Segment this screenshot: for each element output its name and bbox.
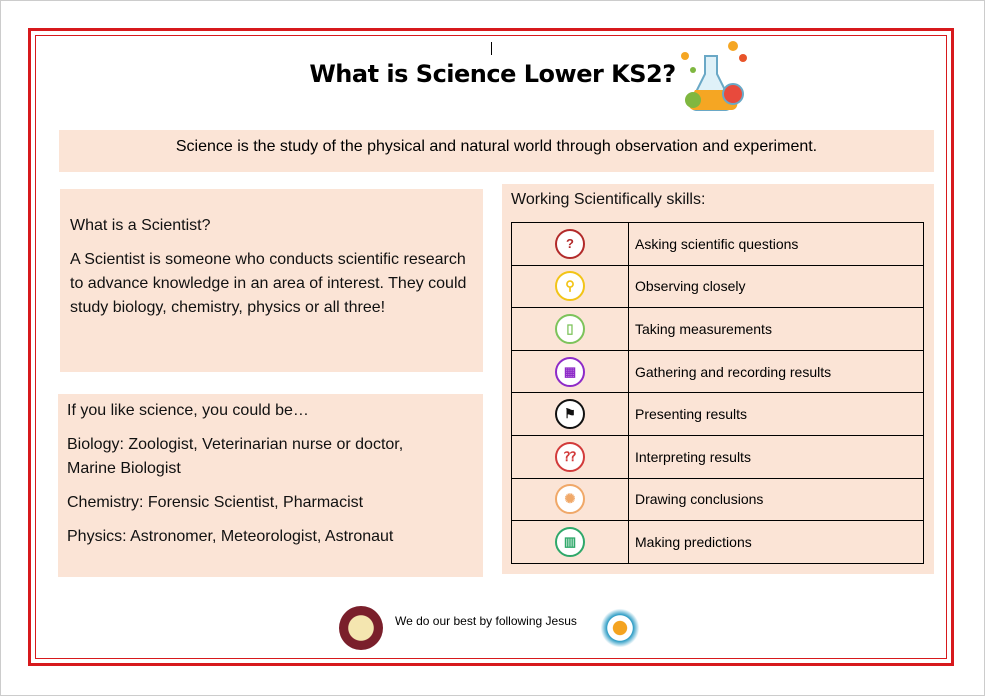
skill-icon-cell: ▦	[511, 349, 629, 394]
skill-row: ▥ Making predictions	[511, 520, 924, 564]
table-icon: ▦	[555, 356, 585, 387]
skill-icon-cell: ⚲	[511, 264, 629, 309]
skill-label: Interpreting results	[628, 434, 924, 479]
school-logo-left	[339, 606, 383, 650]
skill-label: Observing closely	[628, 264, 924, 309]
skill-row: ? Asking scientific questions	[511, 222, 924, 266]
skills-heading: Working Scientifically skills:	[511, 191, 706, 208]
question-speech-icon: ?	[555, 228, 585, 259]
skill-row: ▯ Taking measurements	[511, 307, 924, 351]
speech-bubbles-icon: ⁇	[555, 441, 585, 472]
skill-row: ✺ Drawing conclusions	[511, 477, 924, 522]
scientist-box: What is a Scientist? A Scientist is some…	[60, 189, 483, 372]
bar-chart-icon: ▥	[555, 526, 585, 557]
career-physics: Physics: Astronomer, Meteorologist, Astr…	[67, 528, 394, 545]
career-chemistry: Chemistry: Forensic Scientist, Pharmacis…	[67, 494, 364, 511]
ruler-icon: ▯	[555, 313, 585, 344]
definition-text: Science is the study of the physical and…	[175, 138, 818, 155]
careers-heading: If you like science, you could be…	[67, 402, 309, 419]
page-border	[28, 28, 954, 666]
flask-illustration-icon	[681, 41, 747, 111]
page-title: What is Science Lower KS2?	[309, 60, 676, 88]
school-logo-right	[598, 606, 642, 650]
skills-table: ? Asking scientific questions ⚲ Observing c…	[511, 222, 924, 564]
skill-label: Drawing conclusions	[628, 477, 924, 522]
skill-label: Presenting results	[628, 392, 924, 436]
skill-row: ⚲ Observing closely	[511, 264, 924, 309]
scientist-heading: What is a Scientist?	[70, 217, 211, 234]
skill-row: ▦ Gathering and recording results	[511, 349, 924, 394]
skill-icon-cell: ⚑	[511, 392, 629, 436]
career-biology: Biology: Zoologist, Veterinarian nurse o…	[67, 436, 404, 477]
skill-row: ⁇ Interpreting results	[511, 434, 924, 479]
skill-icon-cell: ▥	[511, 520, 629, 564]
careers-box: If you like science, you could be… Biolo…	[58, 394, 483, 577]
scientist-body: A Scientist is someone who conducts scie…	[70, 251, 467, 316]
footer-motto: We do our best by following Jesus	[395, 614, 577, 628]
skill-icon-cell: ▯	[511, 307, 629, 351]
text-cursor	[491, 42, 492, 55]
lightbulb-icon: ✺	[555, 484, 585, 515]
definition-banner: Science is the study of the physical and…	[59, 130, 934, 172]
skill-icon-cell: ⁇	[511, 434, 629, 479]
skill-label: Making predictions	[628, 520, 924, 564]
magnifier-icon: ⚲	[555, 271, 585, 302]
skill-icon-cell: ?	[511, 222, 629, 266]
skill-label: Gathering and recording results	[628, 349, 924, 394]
presenter-icon: ⚑	[555, 399, 585, 430]
skill-label: Asking scientific questions	[628, 222, 924, 266]
skill-icon-cell: ✺	[511, 477, 629, 522]
skill-label: Taking measurements	[628, 307, 924, 351]
skill-row: ⚑ Presenting results	[511, 392, 924, 436]
